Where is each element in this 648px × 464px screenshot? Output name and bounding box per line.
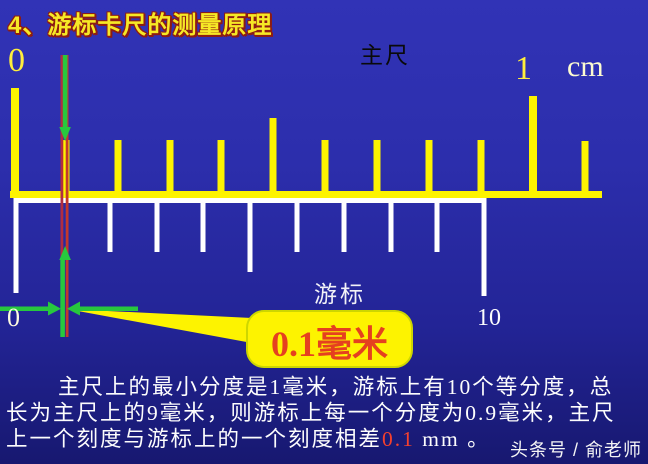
red-alignment-lines (60, 55, 69, 337)
main-tick-5mm (269, 118, 277, 198)
main-tick (321, 140, 329, 198)
main-ruler (10, 88, 602, 198)
explanation-line-2: 长为主尺上的9毫米，则游标上每一个分度为0.9毫米，主尺 (6, 401, 616, 425)
vernier-tick (341, 198, 347, 252)
down-arrow-head (59, 127, 71, 141)
vernier-tick (434, 198, 440, 252)
main-tick (425, 140, 433, 198)
down-arrow-shaft (62, 55, 68, 129)
left-gap-arrow-head (48, 301, 61, 316)
main-tick (477, 140, 485, 198)
explanation-highlight-value: 0.1 (382, 427, 415, 451)
vernier-label: 游标 (314, 281, 366, 307)
vernier-tick (107, 198, 113, 252)
vernier-tick (388, 198, 394, 252)
vernier-tick (154, 198, 160, 252)
main-tick-1cm (529, 96, 537, 198)
vernier-tick (200, 198, 206, 252)
red-line-right (65, 55, 69, 337)
up-arrow-shaft (60, 258, 65, 337)
explanation-line-3: 上一个刻度与游标上的一个刻度相差0.1 mm 。 (0, 426, 648, 452)
main-ruler-bar (10, 191, 602, 198)
main-scale-label: 主尺 (360, 42, 410, 68)
main-tick (166, 140, 174, 198)
callout-tail (67, 309, 252, 343)
main-tick (373, 140, 381, 198)
up-arrow-head (59, 246, 71, 260)
red-line-left (60, 55, 64, 337)
main-tick (581, 141, 589, 198)
vernier-ten-label: 10 (477, 305, 501, 331)
vernier-tick-10 (481, 198, 487, 296)
main-tick (217, 140, 225, 198)
callout-box (246, 310, 413, 368)
explanation-paragraph: 主尺上的最小分度是1毫米，游标上有10个等分度，总 长为主尺上的9毫米，则游标上… (0, 374, 648, 452)
callout-bubble (67, 309, 413, 368)
main-scale-unit-label: cm (567, 50, 604, 83)
main-scale-zero-label: 0 (8, 42, 25, 79)
slide-title: 4、游标卡尺的测量原理 (8, 12, 273, 39)
vernier-tick-0 (13, 198, 19, 293)
explanation-line-1: 主尺上的最小分度是1毫米，游标上有10个等分度，总 (58, 375, 614, 399)
green-arrows (0, 55, 138, 337)
vernier-ruler (13, 198, 487, 296)
main-scale-one-label: 1 (515, 50, 532, 87)
right-gap-arrow-shaft (78, 306, 138, 311)
main-tick (114, 140, 122, 198)
credit-watermark: 头条号 / 俞老师 (510, 440, 643, 460)
explanation-line-3-text: 上一个刻度与游标上的一个刻度相差 (6, 427, 383, 451)
left-gap-arrow-shaft (0, 306, 49, 311)
main-tick-0cm (11, 88, 19, 196)
vernier-zero-label: 0 (7, 303, 20, 332)
vernier-tick-5 (247, 198, 253, 272)
vernier-tick (294, 198, 300, 252)
right-gap-arrow-head (67, 301, 80, 316)
callout-value: 0.1毫米 (270, 324, 388, 364)
explanation-line-3-tail: mm 。 (414, 427, 491, 451)
